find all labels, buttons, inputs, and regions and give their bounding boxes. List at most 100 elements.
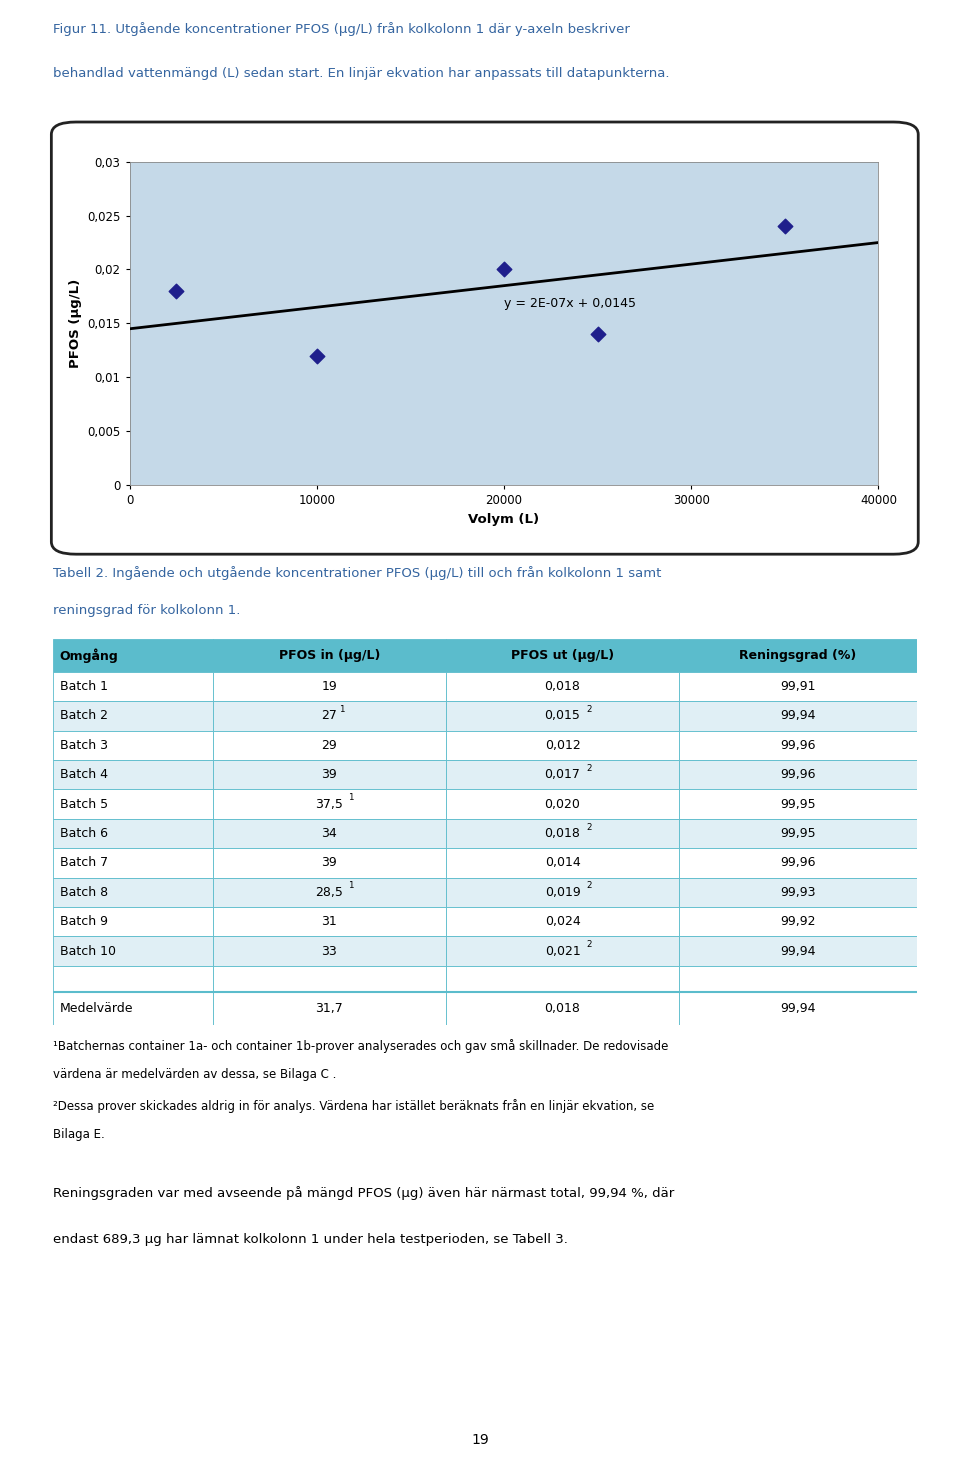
- Text: y = 2E-07x + 0,0145: y = 2E-07x + 0,0145: [504, 297, 636, 310]
- Text: 2: 2: [587, 706, 591, 714]
- Bar: [212, 701, 445, 731]
- Text: behandlad vattenmängd (L) sedan start. En linjär ekvation har anpassats till dat: behandlad vattenmängd (L) sedan start. E…: [53, 66, 669, 79]
- Text: värdena är medelvärden av dessa, se Bilaga C .: värdena är medelvärden av dessa, se Bila…: [53, 1069, 336, 1082]
- Text: ²Dessa prover skickades aldrig in för analys. Värdena har istället beräknats frå: ²Dessa prover skickades aldrig in för an…: [53, 1100, 654, 1113]
- Bar: [680, 639, 917, 672]
- Text: 0,020: 0,020: [544, 798, 581, 810]
- Text: 0,019: 0,019: [544, 886, 581, 898]
- Bar: [680, 672, 917, 701]
- Text: 0,017: 0,017: [544, 769, 581, 781]
- Text: Reningsgrad (%): Reningsgrad (%): [739, 650, 856, 662]
- Bar: [53, 672, 212, 701]
- Bar: [212, 789, 445, 819]
- Bar: [680, 819, 917, 848]
- Bar: [212, 639, 445, 672]
- Text: 99,93: 99,93: [780, 886, 816, 898]
- Text: 2: 2: [587, 764, 591, 773]
- Bar: [212, 878, 445, 907]
- Point: [496, 257, 512, 281]
- Bar: [212, 992, 445, 1025]
- Text: Batch 5: Batch 5: [60, 798, 108, 810]
- Text: endast 689,3 μg har lämnat kolkolonn 1 under hela testperioden, se Tabell 3.: endast 689,3 μg har lämnat kolkolonn 1 u…: [53, 1233, 567, 1247]
- Text: Omgång: Omgång: [60, 648, 118, 663]
- Bar: [680, 878, 917, 907]
- Text: 0,012: 0,012: [544, 739, 581, 751]
- Point: [590, 322, 606, 345]
- Text: 2: 2: [587, 941, 591, 950]
- Bar: [53, 731, 212, 760]
- Bar: [680, 701, 917, 731]
- Text: PFOS ut (μg/L): PFOS ut (μg/L): [511, 650, 614, 662]
- Text: 99,91: 99,91: [780, 681, 816, 692]
- Bar: [445, 848, 680, 878]
- Bar: [53, 907, 212, 936]
- Bar: [445, 936, 680, 966]
- Text: 39: 39: [322, 857, 337, 869]
- Bar: [680, 992, 917, 1025]
- Text: 99,92: 99,92: [780, 916, 816, 928]
- Bar: [680, 966, 917, 992]
- Bar: [680, 760, 917, 789]
- Text: 0,018: 0,018: [544, 681, 581, 692]
- Text: 99,94: 99,94: [780, 945, 816, 957]
- Bar: [445, 878, 680, 907]
- Text: 99,95: 99,95: [780, 798, 816, 810]
- Text: 27: 27: [322, 710, 337, 722]
- Text: Batch 4: Batch 4: [60, 769, 108, 781]
- X-axis label: Volym (L): Volym (L): [468, 513, 540, 526]
- Text: 19: 19: [322, 681, 337, 692]
- Text: 2: 2: [587, 823, 591, 832]
- Bar: [445, 701, 680, 731]
- Text: reningsgrad för kolkolonn 1.: reningsgrad för kolkolonn 1.: [53, 604, 240, 617]
- Bar: [680, 848, 917, 878]
- Point: [169, 279, 184, 303]
- Text: Tabell 2. Ingående och utgående koncentrationer PFOS (μg/L) till och från kolkol: Tabell 2. Ingående och utgående koncentr…: [53, 566, 661, 581]
- Bar: [53, 878, 212, 907]
- Text: 99,96: 99,96: [780, 769, 816, 781]
- Text: Medelvärde: Medelvärde: [60, 1003, 133, 1014]
- Text: Batch 7: Batch 7: [60, 857, 108, 869]
- Text: 34: 34: [322, 828, 337, 839]
- Text: 0,018: 0,018: [544, 828, 581, 839]
- Bar: [445, 672, 680, 701]
- Bar: [445, 760, 680, 789]
- Bar: [53, 701, 212, 731]
- Bar: [53, 992, 212, 1025]
- Bar: [212, 966, 445, 992]
- Y-axis label: PFOS (μg/L): PFOS (μg/L): [69, 279, 82, 368]
- Bar: [212, 672, 445, 701]
- Bar: [53, 966, 212, 992]
- Text: 99,94: 99,94: [780, 710, 816, 722]
- Bar: [212, 936, 445, 966]
- Bar: [445, 966, 680, 992]
- Text: 31: 31: [322, 916, 337, 928]
- Text: Figur 11. Utgående koncentrationer PFOS (μg/L) från kolkolonn 1 där y-axeln besk: Figur 11. Utgående koncentrationer PFOS …: [53, 22, 630, 37]
- Text: PFOS in (μg/L): PFOS in (μg/L): [278, 650, 380, 662]
- Bar: [680, 907, 917, 936]
- Text: 99,96: 99,96: [780, 857, 816, 869]
- Bar: [53, 936, 212, 966]
- Text: 1: 1: [348, 794, 354, 803]
- Text: 0,024: 0,024: [544, 916, 581, 928]
- Text: 28,5: 28,5: [315, 886, 344, 898]
- Bar: [53, 760, 212, 789]
- Text: 39: 39: [322, 769, 337, 781]
- Text: 33: 33: [322, 945, 337, 957]
- Text: 99,95: 99,95: [780, 828, 816, 839]
- Bar: [445, 992, 680, 1025]
- Bar: [680, 789, 917, 819]
- Text: Batch 9: Batch 9: [60, 916, 108, 928]
- Text: Batch 3: Batch 3: [60, 739, 108, 751]
- Text: 1: 1: [348, 882, 354, 891]
- Text: Batch 10: Batch 10: [60, 945, 116, 957]
- Text: 99,96: 99,96: [780, 739, 816, 751]
- Text: 0,018: 0,018: [544, 1003, 581, 1014]
- Bar: [445, 731, 680, 760]
- Text: Batch 6: Batch 6: [60, 828, 108, 839]
- Text: Reningsgraden var med avseende på mängd PFOS (μg) även här närmast total, 99,94 : Reningsgraden var med avseende på mängd …: [53, 1186, 674, 1201]
- Text: 99,94: 99,94: [780, 1003, 816, 1014]
- Text: 31,7: 31,7: [316, 1003, 343, 1014]
- Text: 0,021: 0,021: [544, 945, 581, 957]
- Bar: [212, 907, 445, 936]
- Bar: [53, 848, 212, 878]
